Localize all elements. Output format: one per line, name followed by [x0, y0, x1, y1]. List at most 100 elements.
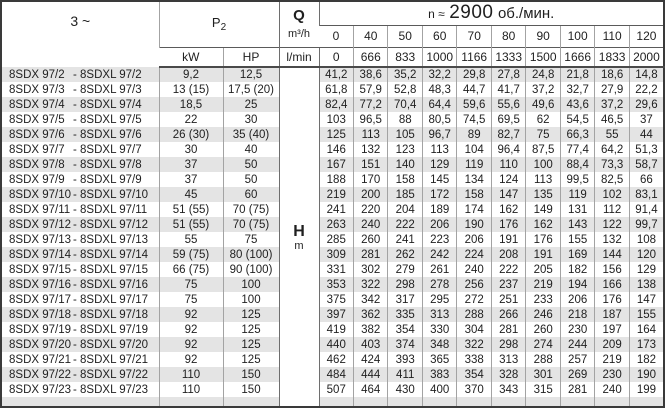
- pump-row: 8SDX 97/12- 8SDXL 97/12 51 (55) 70 (75) 263…: [1, 217, 664, 232]
- pump-row: 8SDX 97/16- 8SDXL 97/16 75 100 353 322 298 278…: [1, 277, 664, 292]
- pump-row: 8SDX 97/23- 8SDXL 97/23 110 150 507 464 430 40…: [1, 382, 664, 397]
- head-value: 241: [387, 232, 423, 247]
- head-value: 58,7: [628, 157, 664, 172]
- head-value: 89: [456, 127, 492, 142]
- kw-value: 59 (75): [158, 247, 223, 262]
- pump-row: 8SDX 97/11- 8SDXL 97/11 51 (55) 70 (75) 241…: [1, 202, 664, 217]
- model-name-sdx: 8SDX 97/11: [9, 203, 71, 216]
- head-value: 261: [421, 262, 457, 277]
- head-value: 237: [490, 277, 526, 292]
- model-name-sdx: 8SDX 97/20: [9, 338, 72, 351]
- speed-prefix: n ≈: [428, 7, 445, 22]
- head-value: 204: [387, 202, 423, 217]
- head-value: 88: [387, 112, 423, 127]
- pump-row: 8SDX 97/10- 8SDXL 97/10 45 60 219 200 185 172 1…: [1, 187, 664, 202]
- head-value: 173: [628, 337, 664, 352]
- head-value: 440: [318, 337, 354, 352]
- head-value: 309: [318, 247, 354, 262]
- model-name-sdxl: - 8SDXL 97/13: [73, 233, 149, 246]
- head-value: 263: [318, 217, 354, 232]
- model-name-sdxl: - 8SDXL 97/17: [73, 293, 149, 306]
- head-value: 176: [490, 217, 526, 232]
- head-value: 124: [490, 172, 526, 187]
- model-name-sdx: 8SDX 97/4: [9, 98, 65, 111]
- head-value: 240: [594, 382, 630, 397]
- flow-m3h-value: 0: [319, 24, 354, 47]
- head-value: 383: [421, 367, 457, 382]
- hp-value: 17,5 (20): [222, 82, 280, 97]
- head-value: 82,5: [594, 172, 630, 187]
- head-value: 37,2: [525, 82, 561, 97]
- head-value: 147: [490, 187, 526, 202]
- head-value: 209: [594, 337, 630, 352]
- head-value: 32,7: [559, 82, 595, 97]
- head-value: 87,5: [525, 142, 561, 157]
- flow-m3h-row: 0 40 50 60 70 80 90 100 110 120: [1, 24, 664, 47]
- head-value: 134: [456, 172, 492, 187]
- head-value: 206: [421, 217, 457, 232]
- hp-value: 90 (100): [222, 262, 280, 277]
- kw-value: 51 (55): [158, 202, 223, 217]
- model-name-sdx: 8SDX 97/17: [9, 293, 72, 306]
- head-value: 205: [525, 262, 561, 277]
- footer-cell: [222, 397, 280, 407]
- kw-value: 92: [158, 352, 223, 367]
- head-value: 424: [352, 352, 388, 367]
- head-value: 96,5: [352, 112, 388, 127]
- kw-value: 66 (75): [158, 262, 223, 277]
- footer-cell: [559, 397, 595, 407]
- head-value: 251: [490, 292, 526, 307]
- head-value: 302: [352, 262, 388, 277]
- flow-lmin-value: 0: [318, 46, 354, 68]
- model-cell: 8SDX 97/21- 8SDXL 97/21: [1, 352, 159, 367]
- head-value: 219: [318, 187, 354, 202]
- pump-row: 8SDX 97/3 - 8SDXL 97/3 13 (15) 17,5 (20) 61,…: [1, 82, 664, 97]
- head-value: 244: [559, 337, 595, 352]
- hp-value: 30: [222, 112, 280, 127]
- head-value: 278: [421, 277, 457, 292]
- kw-value: 75: [158, 277, 223, 292]
- head-value: 187: [594, 307, 630, 322]
- head-value: 32,2: [421, 67, 457, 82]
- head-value: 262: [387, 247, 423, 262]
- pump-row: 8SDX 97/5 - 8SDXL 97/5 22 30 103 96,5 88 80,5 74…: [1, 112, 664, 127]
- model-name-sdxl: - 8SDXL 97/22: [73, 368, 149, 381]
- head-value: 298: [387, 277, 423, 292]
- flow-m3h-value: 70: [456, 24, 492, 47]
- head-value: 80,5: [421, 112, 457, 127]
- head-value: 91,4: [628, 202, 664, 217]
- head-value: 57,9: [352, 82, 388, 97]
- head-value: 69,5: [490, 112, 526, 127]
- kw-value: 45: [158, 187, 223, 202]
- head-value: 74,5: [456, 112, 492, 127]
- head-value: 322: [352, 277, 388, 292]
- head-value: 403: [352, 337, 388, 352]
- head-value: 313: [421, 307, 457, 322]
- head-value: 37: [628, 112, 664, 127]
- head-value: 176: [525, 232, 561, 247]
- head-value: 55,6: [490, 97, 526, 112]
- head-value: 43,6: [559, 97, 595, 112]
- model-name-sdx: 8SDX 97/5: [9, 113, 65, 126]
- head-value: 62: [525, 112, 561, 127]
- hp-value: 70 (75): [222, 202, 280, 217]
- flow-m3h-value: 90: [525, 24, 561, 47]
- head-value: 110: [490, 157, 526, 172]
- kw-value: 51 (55): [158, 217, 223, 232]
- head-value: 158: [387, 172, 423, 187]
- footer-strip: [1, 397, 664, 407]
- head-value: 382: [352, 322, 388, 337]
- head-value: 182: [628, 352, 664, 367]
- head-value: 73,3: [594, 157, 630, 172]
- model-name-sdx: 8SDX 97/23: [9, 383, 72, 396]
- lmin-header: l/min: [278, 46, 320, 68]
- kw-value: 110: [158, 367, 223, 382]
- flow-m3h-value: 40: [352, 24, 388, 47]
- head-value: 411: [387, 367, 423, 382]
- head-value: 66,3: [559, 127, 595, 142]
- head-value: 131: [559, 202, 595, 217]
- head-value: 354: [387, 322, 423, 337]
- model-name-sdxl: - 8SDXL 97/5: [73, 113, 142, 126]
